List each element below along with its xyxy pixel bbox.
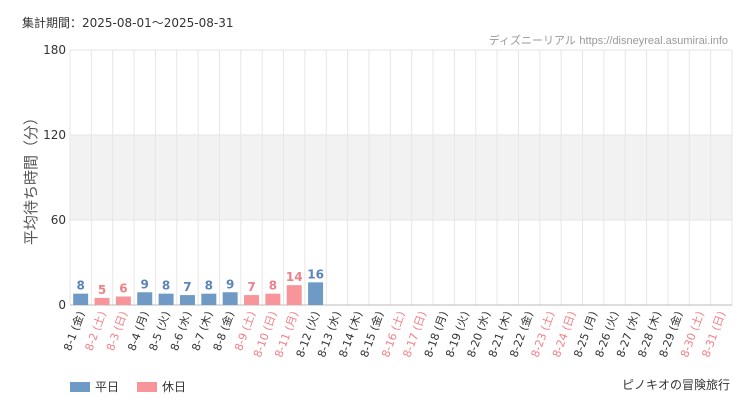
bar-value-label: 8 [269,279,277,293]
bar [179,295,195,305]
bar-value-label: 6 [119,282,127,296]
bar [115,296,131,305]
credit-site: ディズニーリアル [488,34,576,47]
bar-value-label: 9 [141,277,149,291]
bar-value-label: 9 [226,277,234,291]
bar [265,293,281,305]
bar [286,285,302,305]
bar [73,293,89,305]
y-tick-label: 0 [58,298,66,312]
legend: 平日 休日 [70,378,186,395]
bar [158,293,174,305]
bar-value-label: 8 [76,279,84,293]
legend-swatch-holiday [137,381,158,392]
credit: ディズニーリアル https://disneyreal.asumirai.inf… [489,32,728,48]
y-tick-label: 120 [43,128,66,142]
bar-value-label: 14 [286,270,303,284]
bar [308,282,324,305]
bar-value-label: 5 [98,283,106,297]
legend-label-holiday: 休日 [162,380,187,394]
bar-value-label: 8 [205,279,213,293]
bar-value-label: 16 [307,267,324,281]
bar [137,292,153,305]
legend-label-weekday: 平日 [95,380,120,394]
legend-item-holiday[interactable]: 休日 [137,378,186,395]
credit-url[interactable]: https://disneyreal.asumirai.info [579,35,728,47]
bar [244,295,260,305]
bar [94,297,110,305]
y-tick-label: 180 [43,43,66,57]
attraction-name: ピノキオの冒険旅行 [621,378,730,392]
period-label: 集計期間：2025-08-01～2025-08-31 [22,16,234,30]
grid-band [70,135,732,220]
bar-value-label: 7 [183,280,191,294]
y-axis-label: 平均待ち時間（分） [22,110,40,245]
legend-swatch-weekday [70,381,90,392]
bar-value-label: 8 [162,279,170,293]
bar-value-label: 7 [247,280,255,294]
bar [201,293,217,305]
y-tick-label: 60 [51,213,66,227]
bar [222,292,238,305]
legend-item-weekday[interactable]: 平日 [70,378,119,395]
